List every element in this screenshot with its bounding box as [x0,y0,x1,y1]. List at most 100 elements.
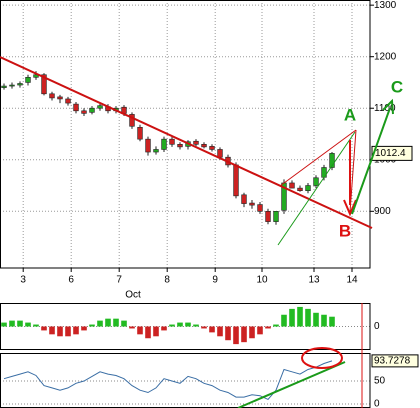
histogram-bar [9,320,15,327]
macd-frame [0,303,371,350]
annotation: C [391,77,403,96]
histogram-bar [265,326,271,329]
candle-body [161,138,167,150]
histogram-bar [113,318,119,327]
histogram-bar [233,326,239,345]
candle-body [57,96,63,100]
y-tick-label: 0 [374,399,380,408]
histogram-bar [273,324,279,327]
candle-body [241,194,247,204]
candle-body [217,149,223,158]
annotation: A [344,105,356,124]
histogram-bar [57,326,63,337]
candle-body [265,211,271,222]
histogram-bar [161,326,167,331]
last-value-label: 93.7278 [374,356,411,367]
candle-body [329,153,335,168]
y-tick-label: 900 [374,206,391,217]
histogram-bar [193,324,199,327]
histogram-bar [33,324,39,327]
candle-body [209,146,215,150]
candle-body [201,144,207,148]
histogram-bar [297,306,303,327]
candle-body [257,204,263,212]
histogram-bar [257,326,263,335]
candle-body [9,84,15,87]
main-frame [0,0,371,269]
histogram-bar [201,326,207,329]
histogram-bar [25,322,31,327]
rsi-trend-line [237,361,346,408]
candle-body [153,149,159,153]
candle-body [233,164,239,197]
histogram-bar [217,326,223,337]
candle-body [193,140,199,145]
histogram-bar [129,326,135,329]
histogram-bar [1,322,7,327]
x-tick-label: 7 [116,275,122,286]
x-tick-label: 10 [256,275,268,286]
histogram-bar [65,326,71,337]
candle-body [305,185,311,191]
histogram-bar [81,326,87,331]
candle-body [273,211,279,222]
histogram-bar [121,320,127,327]
candle-body [25,77,31,83]
candle-body [1,85,7,88]
histogram-bar [145,326,151,339]
histogram-bar [177,322,183,327]
x-axis-label: Oct [125,290,141,301]
x-tick-label: 6 [68,275,74,286]
arrow-head [343,199,357,217]
candle-body [137,127,143,140]
histogram-bar [49,326,55,335]
candle-body [17,83,23,86]
histogram-bar [73,326,79,335]
histogram-bar [209,326,215,333]
support-line [277,131,356,246]
candle-body [41,74,47,95]
x-tick-label: 14 [346,275,358,286]
candle-body [313,177,319,186]
candle-body [289,182,295,189]
histogram-bar [89,324,95,327]
candle-body [89,107,95,113]
histogram-bar [321,314,327,327]
x-tick-label: 9 [212,275,218,286]
last-value-label: 1012.4 [375,148,406,159]
x-tick-label: 8 [164,275,170,286]
candle-body [97,105,103,109]
histogram-bar [241,326,247,343]
histogram-bar [153,326,159,337]
candle-body [249,202,255,206]
arrow-head [382,98,394,115]
highlight-ellipse [301,347,343,369]
candle-body [145,138,151,153]
annotation: B [339,221,351,240]
histogram-bar [169,324,175,327]
candle-body [129,114,135,127]
histogram-bar [137,326,143,335]
histogram-bar [305,308,311,327]
y-tick-label: 50 [374,376,386,387]
y-tick-label: 1300 [374,0,397,11]
histogram-bar [281,314,287,327]
histogram-bar [41,326,47,331]
histogram-bar [313,312,319,327]
candle-body [81,110,87,114]
candle-body [297,187,303,191]
y-tick-label: 0 [374,321,380,332]
arrow-up [351,107,391,215]
histogram-bar [225,326,231,341]
trend-line [0,56,373,229]
histogram-bar [249,326,255,339]
x-tick-label: 3 [20,275,26,286]
candle-body [33,74,39,78]
y-tick-label: 1200 [374,51,397,62]
candle-body [49,93,55,99]
histogram-bar [185,322,191,327]
x-tick-label: 13 [308,275,320,286]
last-value-box [371,145,413,161]
